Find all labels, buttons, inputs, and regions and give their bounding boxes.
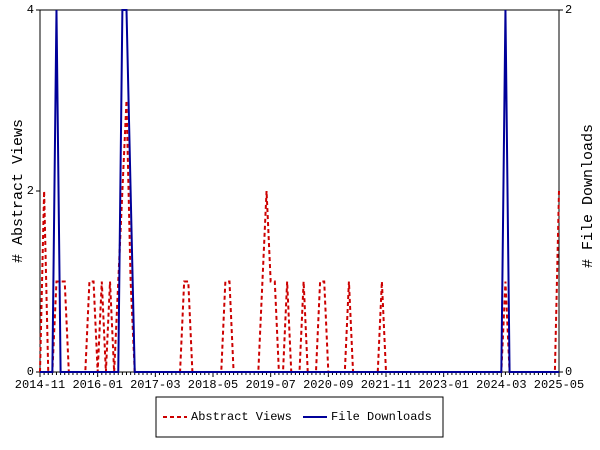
x-tick-label: 2024-03 xyxy=(476,378,526,392)
x-tick-label: 2019-07 xyxy=(245,378,295,392)
series-line xyxy=(40,9,559,373)
x-tick-label: 2016-01 xyxy=(72,378,122,392)
y-tick-label: 4 xyxy=(27,3,34,17)
y-axis-title: # Abstract Views xyxy=(10,119,27,263)
x-tick-label: 2025-05 xyxy=(534,378,584,392)
plot-frame xyxy=(39,9,560,373)
x-tick-label: 2014-11 xyxy=(15,378,65,392)
x-tick-label: 2020-09 xyxy=(303,378,353,392)
legend-box xyxy=(155,396,444,438)
x-tick-label: 2021-11 xyxy=(361,378,411,392)
y2-axis-title: # File Downloads xyxy=(580,124,597,268)
x-tick-label: 2018-05 xyxy=(188,378,238,392)
y2-tick-label: 0 xyxy=(565,365,572,379)
legend-label: File Downloads xyxy=(331,410,432,424)
y2-tick-label: 2 xyxy=(565,3,572,17)
x-tick-label: 2017-03 xyxy=(130,378,180,392)
legend-label: Abstract Views xyxy=(191,410,292,424)
y-tick-label: 0 xyxy=(27,365,34,379)
y-tick-label: 2 xyxy=(27,184,34,198)
x-tick-label: 2023-01 xyxy=(418,378,468,392)
